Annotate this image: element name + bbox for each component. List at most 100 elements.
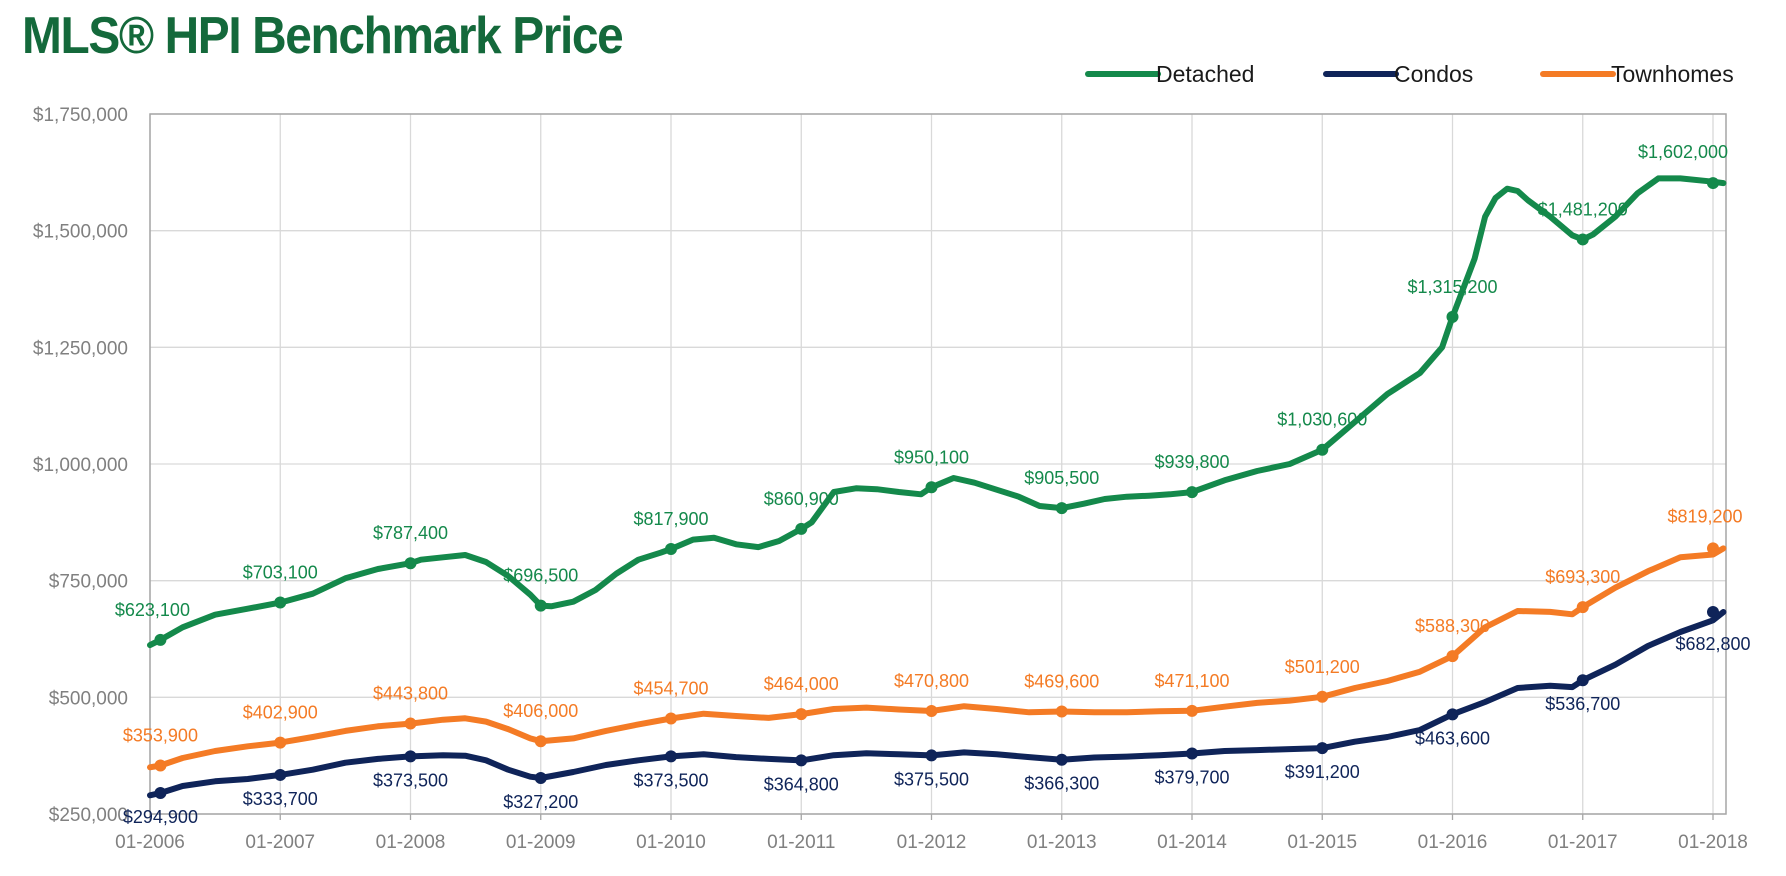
- detached-data-label: $939,800: [1154, 452, 1229, 472]
- detached-data-label: $623,100: [115, 600, 190, 620]
- x-tick-label: 01-2013: [1027, 832, 1097, 853]
- detached-series-line: [147, 175, 1727, 649]
- x-tick-label: 01-2012: [897, 832, 967, 853]
- detached-data-label: $817,900: [633, 509, 708, 529]
- condos-series-line: [147, 609, 1727, 799]
- detached-data-point: [1446, 310, 1459, 323]
- condos-data-point: [534, 771, 547, 784]
- chart-title: MLS® HPI Benchmark Price: [22, 7, 624, 65]
- series-lines: [147, 175, 1727, 800]
- y-axis: $250,000 $500,000 $750,000 $1,000,000 $1,250…: [33, 105, 128, 826]
- detached-data-label: $703,100: [243, 563, 318, 583]
- condos-data-label: $373,500: [633, 770, 708, 790]
- x-tick-label: 01-2015: [1287, 832, 1357, 853]
- detached-data-label: $696,500: [503, 566, 578, 586]
- detached-data-label: $787,400: [373, 523, 448, 543]
- detached-data-point: [1186, 486, 1198, 499]
- detached-data-label: $1,030,600: [1277, 410, 1367, 430]
- townhomes-data-label: $443,800: [373, 684, 448, 704]
- condos-data-point: [274, 768, 287, 781]
- townhomes-data-point: [925, 704, 938, 717]
- condos-data-point: [795, 754, 808, 767]
- condos-data-label: $373,500: [373, 770, 448, 790]
- detached-data-point: [925, 481, 938, 494]
- townhomes-data-point: [1446, 650, 1459, 663]
- detached-data-label: $1,481,200: [1538, 199, 1628, 219]
- condos-data-label: $375,500: [894, 769, 969, 789]
- townhomes-data-point: [274, 736, 287, 749]
- townhomes-data-point: [1707, 542, 1719, 555]
- condos-data-label: $536,700: [1545, 694, 1620, 714]
- detached-data-point: [1576, 233, 1589, 246]
- detached-data-point: [154, 633, 167, 646]
- townhomes-data-label: $402,900: [243, 703, 318, 723]
- x-tick-label: 01-2014: [1157, 832, 1227, 853]
- condos-data-label: $333,700: [243, 789, 318, 809]
- townhomes-data-label: $471,100: [1154, 671, 1229, 691]
- detached-legend-label: Detached: [1156, 61, 1254, 87]
- detached-data-label: $905,500: [1024, 468, 1099, 488]
- condos-data-label: $379,700: [1154, 767, 1229, 787]
- detached-data-point: [1707, 177, 1719, 190]
- condos-data-point: [925, 749, 938, 762]
- condos-data-label: $327,200: [503, 792, 578, 812]
- x-tick-label: 01-2009: [506, 832, 576, 853]
- condos-data-point: [1576, 674, 1589, 687]
- x-axis: 01-2006 01-2007 01-2008 01-2009 01-2010 01-20…: [115, 832, 1748, 853]
- condos-data-label: $682,800: [1675, 634, 1750, 654]
- condos-data-point: [404, 750, 417, 763]
- y-tick-label: $1,000,000: [33, 455, 128, 476]
- townhomes-data-label: $406,000: [503, 701, 578, 721]
- condos-data-label: $463,600: [1415, 728, 1490, 748]
- x-tick-label: 01-2007: [245, 832, 315, 853]
- townhomes-data-label: $454,700: [633, 678, 708, 698]
- detached-data-label: $1,315,200: [1407, 277, 1497, 297]
- townhomes-data-point: [665, 712, 677, 725]
- townhomes-data-label: $464,000: [764, 674, 839, 694]
- y-tick-label: $1,250,000: [33, 338, 128, 359]
- condos-data-point: [1446, 708, 1459, 721]
- detached-data-label: $860,900: [764, 489, 839, 509]
- detached-data-point: [1316, 443, 1329, 456]
- x-tick-label: 01-2016: [1418, 832, 1488, 853]
- x-tick-label: 01-2018: [1678, 832, 1748, 853]
- data-labels: $623,100 $703,100 $787,400 $696,500 $817,900…: [115, 142, 1751, 827]
- townhomes-data-point: [534, 735, 547, 748]
- condos-data-point: [1707, 606, 1719, 619]
- condos-legend-label: Condos: [1394, 61, 1473, 87]
- detached-data-point: [534, 599, 547, 612]
- condos-data-point: [665, 750, 677, 763]
- condos-data-label: $366,300: [1024, 774, 1099, 794]
- condos-data-label: $364,800: [764, 774, 839, 794]
- x-tick-label: 01-2017: [1548, 832, 1618, 853]
- townhomes-data-label: $353,900: [123, 726, 198, 746]
- townhomes-data-label: $819,200: [1667, 506, 1742, 526]
- townhomes-legend-label: Townhomes: [1611, 61, 1734, 87]
- detached-data-point: [665, 542, 677, 555]
- townhomes-data-point: [1576, 601, 1589, 614]
- y-tick-label: $750,000: [49, 572, 128, 593]
- y-tick-label: $1,750,000: [33, 105, 128, 126]
- y-tick-label: $500,000: [49, 688, 128, 709]
- townhomes-data-label: $693,300: [1545, 567, 1620, 587]
- condos-data-label: $391,200: [1285, 762, 1360, 782]
- townhomes-data-point: [1316, 690, 1329, 703]
- condos-data-point: [1055, 753, 1068, 766]
- x-tick-label: 01-2008: [376, 832, 446, 853]
- detached-data-point: [1055, 502, 1068, 515]
- townhomes-data-label: $469,600: [1024, 672, 1099, 692]
- townhomes-data-point: [1186, 704, 1198, 717]
- x-tick-label: 01-2006: [115, 832, 185, 853]
- condos-data-label: $294,900: [123, 807, 198, 827]
- detached-data-label: $1,602,000: [1638, 142, 1728, 162]
- townhomes-data-point: [795, 708, 808, 721]
- legend: Detached Condos Townhomes: [1085, 61, 1734, 87]
- x-tick-label: 01-2011: [767, 832, 835, 853]
- y-tick-label: $250,000: [49, 805, 128, 826]
- townhomes-data-point: [1055, 705, 1068, 718]
- townhomes-data-point: [404, 717, 417, 730]
- detached-data-point: [404, 557, 417, 570]
- detached-data-label: $950,100: [894, 447, 969, 467]
- townhomes-data-label: $470,800: [894, 671, 969, 691]
